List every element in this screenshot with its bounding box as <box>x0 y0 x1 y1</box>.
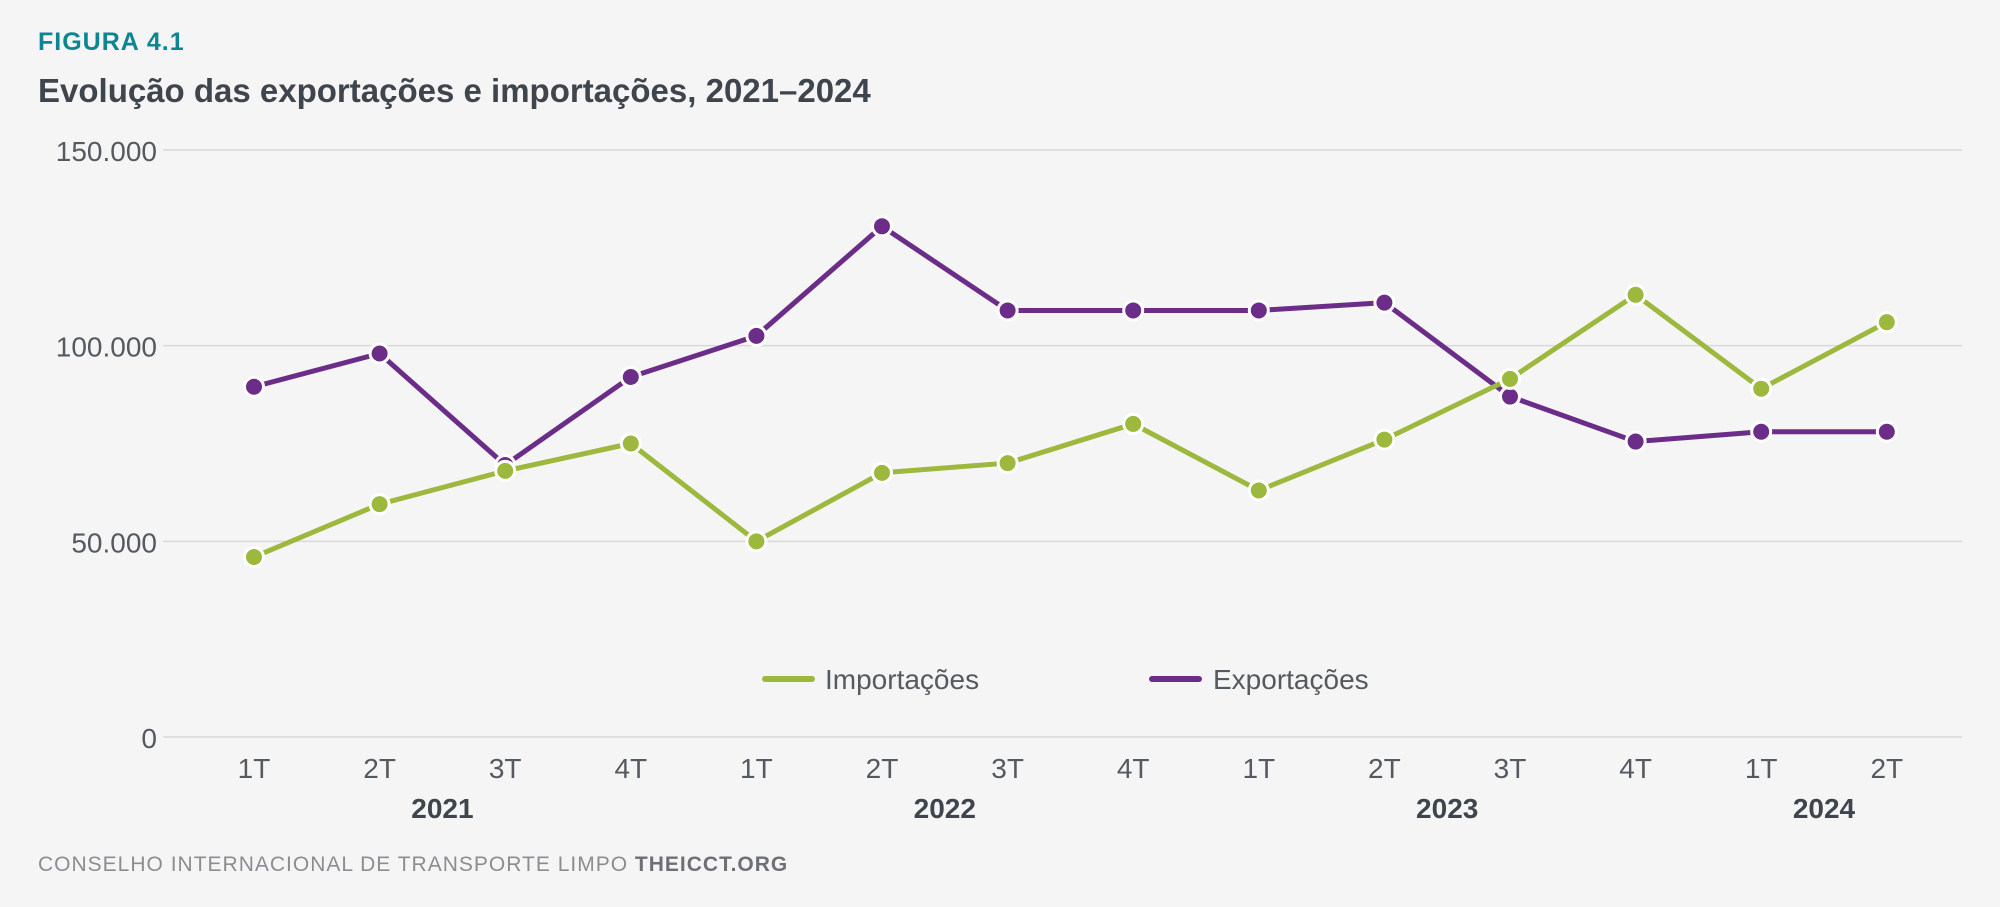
legend-label: Exportações <box>1213 664 1369 695</box>
footer-org: CONSELHO INTERNACIONAL DE TRANSPORTE LIM… <box>38 853 629 876</box>
y-tick-label: 0 <box>141 723 157 754</box>
year-label: 2023 <box>1416 793 1478 824</box>
data-point <box>1122 412 1145 435</box>
data-point <box>1247 479 1270 502</box>
series-lines <box>243 215 1898 568</box>
x-tick-label: 1T <box>1745 753 1778 784</box>
data-point <box>996 299 1019 322</box>
data-point <box>745 530 768 553</box>
data-point <box>1875 420 1898 443</box>
x-tick-label: 4T <box>1619 753 1652 784</box>
x-tick-label: 3T <box>991 753 1024 784</box>
grid-lines <box>163 149 1962 738</box>
legend: Importações Exportações <box>762 664 1369 695</box>
year-label: 2022 <box>914 793 976 824</box>
data-point <box>494 459 517 482</box>
x-tick-label: 1T <box>1242 753 1275 784</box>
data-point <box>1875 311 1898 334</box>
data-point <box>368 342 391 365</box>
x-axis-ticks: 1T 2T 3T 4T 1T 2T 3T 4T 1T 2T 3T 4T 1T 2T <box>238 753 1903 784</box>
data-point <box>1499 367 1521 390</box>
data-point <box>1373 428 1396 451</box>
x-tick-label: 2T <box>1368 753 1401 784</box>
data-point <box>1750 377 1773 400</box>
data-point <box>1624 430 1647 453</box>
year-labels: 2021 2022 2023 2024 <box>411 793 1855 824</box>
legend-label: Importações <box>825 664 979 695</box>
data-point <box>996 452 1019 475</box>
data-point <box>745 324 768 347</box>
figure-label: FIGURA 4.1 <box>38 28 185 56</box>
series-importacoes <box>243 283 1898 568</box>
year-label: 2024 <box>1793 793 1856 824</box>
y-tick-label: 50.000 <box>71 527 157 558</box>
x-tick-label: 2T <box>866 753 899 784</box>
year-label: 2021 <box>411 793 473 824</box>
x-tick-label: 2T <box>1870 753 1903 784</box>
data-point <box>243 545 265 568</box>
x-tick-label: 1T <box>740 753 773 784</box>
x-tick-label: 4T <box>1117 753 1150 784</box>
footer-credit: CONSELHO INTERNACIONAL DE TRANSPORTE LIM… <box>38 853 788 877</box>
series-exportacoes <box>243 215 1898 477</box>
y-tick-label: 150.000 <box>56 136 157 167</box>
data-point <box>1122 299 1145 322</box>
data-point <box>871 215 893 238</box>
data-point <box>1373 291 1396 314</box>
chart-title: Evolução das exportações e importações, … <box>38 72 871 109</box>
series-line <box>251 223 1890 468</box>
data-point <box>619 432 642 455</box>
data-point <box>368 493 391 516</box>
x-tick-label: 2T <box>363 753 396 784</box>
y-tick-label: 100.000 <box>56 332 157 363</box>
data-point <box>1624 283 1647 306</box>
data-point <box>1247 299 1270 322</box>
data-point <box>243 375 265 398</box>
x-tick-label: 4T <box>614 753 647 784</box>
data-point <box>619 365 642 388</box>
footer-site: THEICCT.ORG <box>634 853 789 876</box>
data-point <box>1750 420 1773 443</box>
series-line <box>251 292 1890 560</box>
x-tick-label: 3T <box>1494 753 1527 784</box>
y-axis-ticks: 0 50.000 100.000 150.000 <box>56 136 157 754</box>
data-point <box>871 461 893 484</box>
x-tick-label: 1T <box>238 753 271 784</box>
x-tick-label: 3T <box>489 753 522 784</box>
